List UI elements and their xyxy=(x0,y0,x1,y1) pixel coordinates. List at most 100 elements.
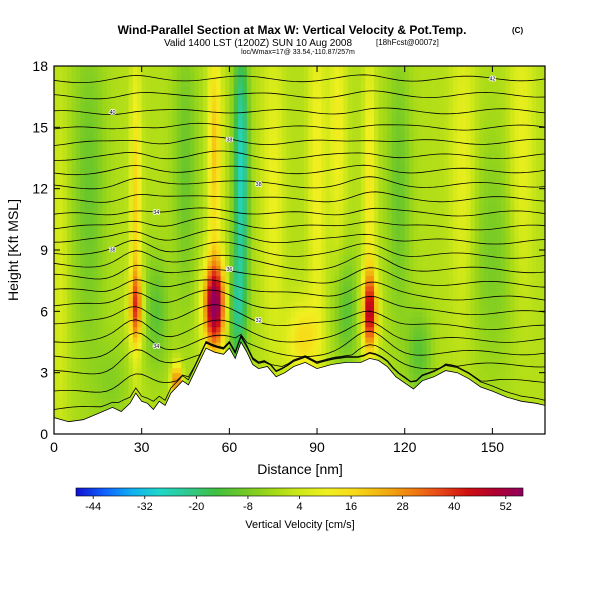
w-cell xyxy=(268,326,274,333)
w-cell xyxy=(216,326,222,333)
w-cell xyxy=(290,214,296,220)
w-cell xyxy=(167,250,173,256)
w-cell xyxy=(281,168,287,174)
w-cell xyxy=(167,163,173,169)
w-cell xyxy=(255,234,261,241)
w-cell xyxy=(295,152,301,159)
w-cell xyxy=(115,158,121,164)
w-cell xyxy=(330,122,336,128)
w-cell xyxy=(189,260,195,266)
w-cell xyxy=(321,152,327,159)
w-cell xyxy=(317,71,323,77)
w-cell xyxy=(163,260,169,266)
w-cell xyxy=(119,255,125,261)
w-cell xyxy=(150,250,156,256)
w-cell xyxy=(286,66,292,72)
w-cell xyxy=(67,101,73,108)
w-cell xyxy=(233,219,239,226)
w-cell xyxy=(115,163,121,169)
w-cell xyxy=(181,321,187,328)
w-cell xyxy=(321,321,327,328)
w-cell xyxy=(93,270,99,277)
w-cell xyxy=(312,331,318,338)
w-cell xyxy=(264,255,270,261)
w-cell xyxy=(172,270,178,277)
w-cell xyxy=(67,255,73,261)
w-cell xyxy=(198,66,204,72)
w-cell xyxy=(207,301,213,307)
w-cell xyxy=(343,96,349,103)
w-cell xyxy=(273,316,279,323)
w-cell xyxy=(185,188,191,195)
w-cell xyxy=(330,106,336,113)
w-cell xyxy=(233,280,239,287)
w-cell xyxy=(185,71,191,77)
w-cell xyxy=(154,347,160,353)
w-cell xyxy=(295,316,301,323)
w-cell xyxy=(62,403,68,410)
w-cell xyxy=(352,357,358,364)
w-cell xyxy=(181,326,187,333)
w-cell xyxy=(54,290,59,297)
w-cell xyxy=(80,127,86,134)
w-cell xyxy=(119,209,125,215)
w-cell xyxy=(246,112,252,118)
w-cell xyxy=(132,255,138,261)
w-cell xyxy=(238,112,244,118)
w-cell xyxy=(58,219,64,226)
w-cell xyxy=(260,342,266,348)
w-cell xyxy=(194,183,200,190)
w-cell xyxy=(97,326,103,333)
w-cell xyxy=(132,306,138,312)
w-cell xyxy=(58,265,64,272)
w-cell xyxy=(185,306,191,312)
w-cell xyxy=(185,296,191,302)
w-cell xyxy=(347,321,353,328)
w-cell xyxy=(172,296,178,302)
w-cell xyxy=(80,352,86,358)
w-cell xyxy=(211,234,217,241)
w-cell xyxy=(216,101,222,108)
w-cell xyxy=(286,306,292,312)
w-cell xyxy=(167,270,173,277)
w-cell xyxy=(308,219,314,226)
w-cell xyxy=(97,81,103,88)
w-cell xyxy=(216,142,222,149)
w-cell xyxy=(119,168,125,174)
w-cell xyxy=(251,214,257,220)
w-cell xyxy=(264,122,270,128)
w-cell xyxy=(325,204,331,210)
w-cell xyxy=(303,66,309,72)
w-cell xyxy=(260,188,266,195)
w-cell xyxy=(115,132,121,139)
w-cell xyxy=(303,321,309,328)
w-cell xyxy=(67,413,73,420)
w-cell xyxy=(163,86,169,93)
w-cell xyxy=(119,342,125,348)
w-cell xyxy=(203,331,209,338)
w-cell xyxy=(308,224,314,231)
w-cell xyxy=(58,117,64,123)
w-cell xyxy=(141,347,147,353)
w-cell xyxy=(62,357,68,364)
w-cell xyxy=(119,331,125,338)
w-cell xyxy=(163,198,169,205)
w-cell xyxy=(128,229,134,236)
w-cell xyxy=(299,198,305,205)
w-cell xyxy=(224,285,230,292)
w-cell xyxy=(299,250,305,256)
w-cell xyxy=(216,158,222,164)
w-cell xyxy=(260,209,266,215)
w-cell xyxy=(224,321,230,328)
w-cell xyxy=(347,152,353,159)
w-cell xyxy=(84,91,90,98)
w-cell xyxy=(167,296,173,302)
w-cell xyxy=(286,137,292,144)
w-cell xyxy=(203,270,209,277)
w-cell xyxy=(317,336,323,343)
w-cell xyxy=(312,224,318,231)
w-cell xyxy=(224,76,230,82)
w-cell xyxy=(277,244,283,251)
w-cell xyxy=(137,209,143,215)
w-cell xyxy=(154,96,160,103)
